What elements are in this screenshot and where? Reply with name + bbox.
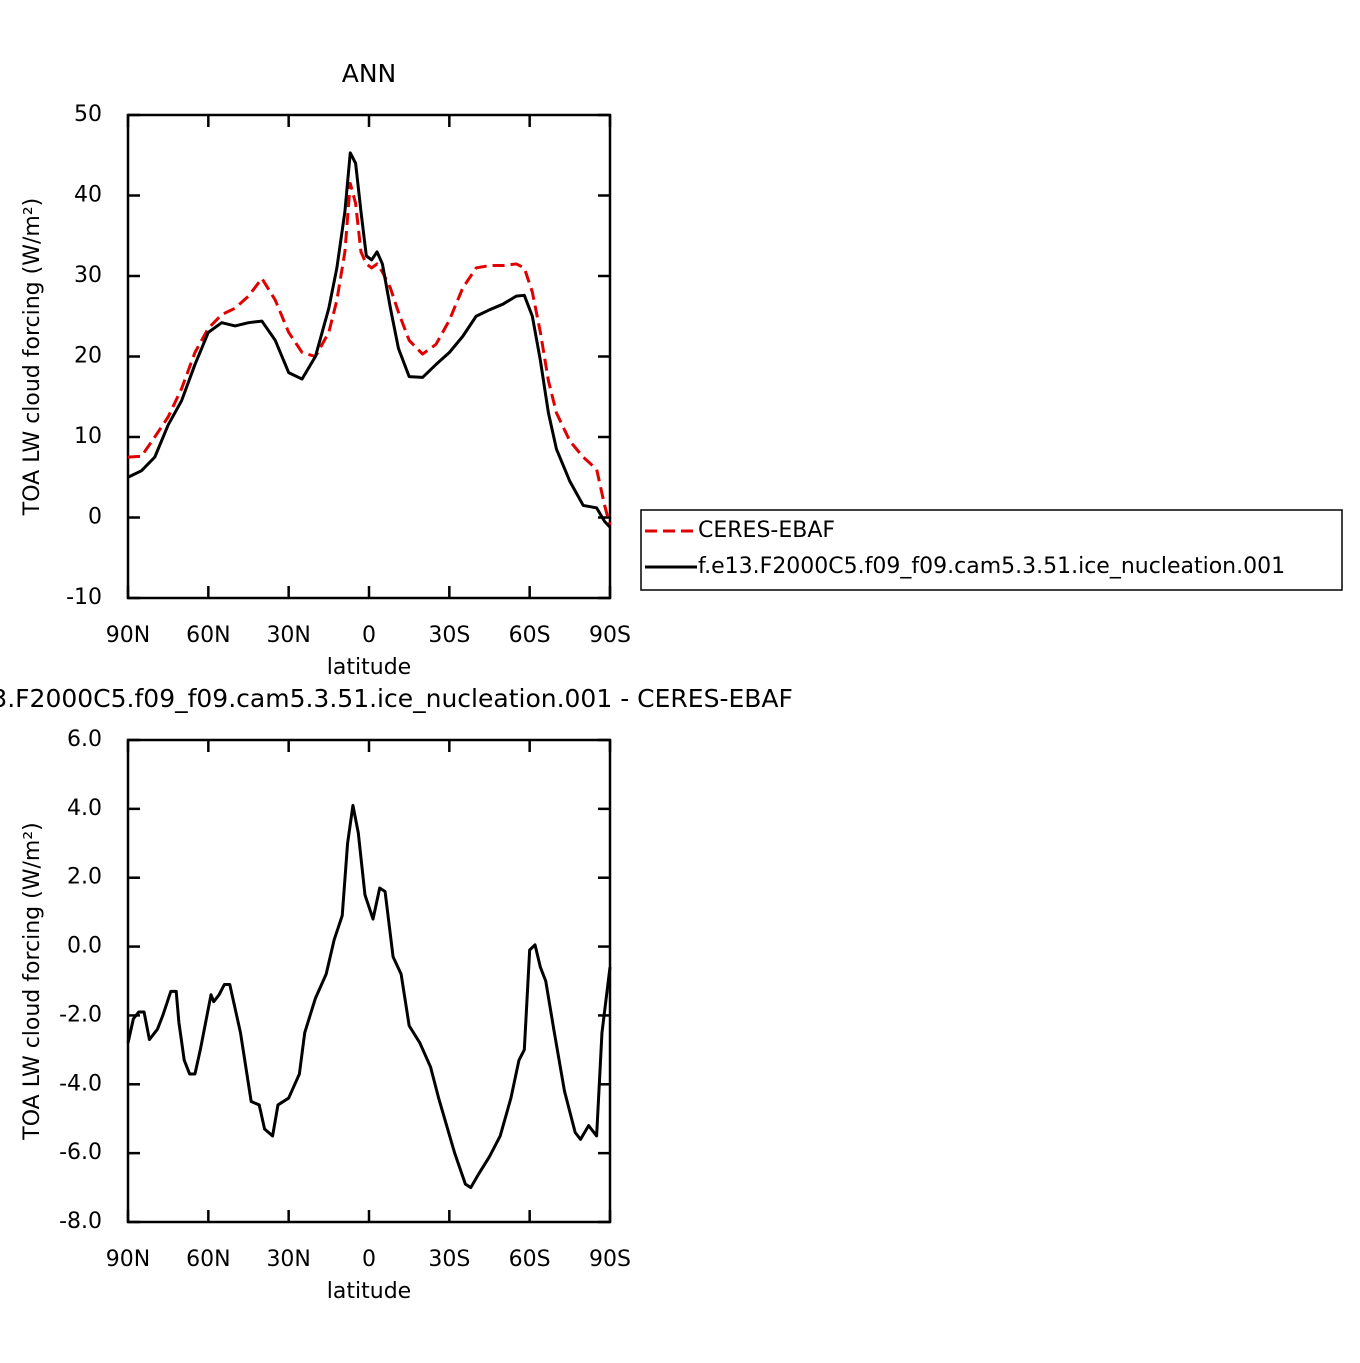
y-tick-label: 6.0 xyxy=(67,727,102,752)
legend-label: f.e13.F2000C5.f09_f09.cam5.3.51.ice_nucl… xyxy=(698,554,1285,579)
y-tick-label: -6.0 xyxy=(59,1140,102,1165)
data-line xyxy=(127,181,612,526)
x-tick-label: 60N xyxy=(186,623,230,648)
legend-box xyxy=(640,509,1343,591)
x-tick-label: 30N xyxy=(266,1247,310,1272)
y-tick-label: 0.0 xyxy=(67,934,102,959)
x-axis-label: latitude xyxy=(327,1279,411,1304)
y-tick-label: -10 xyxy=(66,585,102,610)
x-tick-label: 90S xyxy=(589,1247,631,1272)
x-tick-label: 0 xyxy=(362,1247,376,1272)
legend: CERES-EBAF f.e13.F2000C5.f09_f09.cam5.3.5… xyxy=(640,509,1343,591)
y-tick-label: -4.0 xyxy=(59,1071,102,1096)
y-tick-label: 40 xyxy=(74,183,102,208)
y-tick-label: -8.0 xyxy=(59,1209,102,1234)
x-tick-label: 30N xyxy=(266,623,310,648)
y-tick-label: 20 xyxy=(74,344,102,369)
chart-title: ANN xyxy=(342,59,397,88)
data-line xyxy=(126,803,612,1190)
x-tick-label: 90S xyxy=(589,623,631,648)
y-tick-label: -2.0 xyxy=(59,1002,102,1027)
x-tick-label: 60S xyxy=(509,623,551,648)
y-tick-label: 50 xyxy=(74,102,102,127)
x-tick-label: 60S xyxy=(509,1247,551,1272)
x-tick-label: 30S xyxy=(428,623,470,648)
y-tick-label: 0 xyxy=(88,505,102,530)
plot-frame xyxy=(126,113,612,600)
x-tick-label: 0 xyxy=(362,623,376,648)
data-line xyxy=(127,151,612,529)
legend-label: CERES-EBAF xyxy=(698,518,835,543)
x-tick-label: 60N xyxy=(186,1247,230,1272)
x-axis-label: latitude xyxy=(327,655,411,680)
y-tick-label: 4.0 xyxy=(67,796,102,821)
x-tick-label: 90N xyxy=(106,623,150,648)
y-tick-label: 30 xyxy=(74,263,102,288)
x-tick-label: 30S xyxy=(428,1247,470,1272)
x-tick-label: 90N xyxy=(106,1247,150,1272)
y-tick-label: 2.0 xyxy=(67,865,102,890)
y-axis-label: TOA LW cloud forcing (W/m²) xyxy=(20,822,45,1140)
y-axis-label: TOA LW cloud forcing (W/m²) xyxy=(20,198,45,516)
y-tick-label: 10 xyxy=(74,424,102,449)
plot-frame xyxy=(126,738,612,1224)
panel: -10 0 10 20 30 40 50 90N 60N 30N 0 30S 60S 90S ANN lati… xyxy=(20,59,1343,680)
panel: -8.0 -6.0 -4.0 -2.0 0.0 2.0 4.0 6.0 90N 60N 30N 0 30… xyxy=(0,684,793,1304)
chart-title: f.e13.F2000C5.f09_f09.cam5.3.51.ice_nucl… xyxy=(0,684,793,713)
